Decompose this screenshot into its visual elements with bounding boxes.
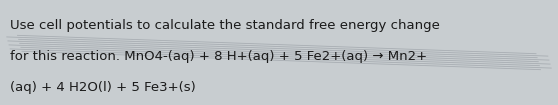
Text: for this reaction. MnO4-(aq) + 8 H+(aq) + 5 Fe2+(aq) → Mn2+: for this reaction. MnO4-(aq) + 8 H+(aq) …: [10, 50, 427, 63]
Text: (aq) + 4 H2O(l) + 5 Fe3+(s): (aq) + 4 H2O(l) + 5 Fe3+(s): [10, 81, 196, 94]
Text: Use cell potentials to calculate the standard free energy change: Use cell potentials to calculate the sta…: [10, 19, 440, 32]
